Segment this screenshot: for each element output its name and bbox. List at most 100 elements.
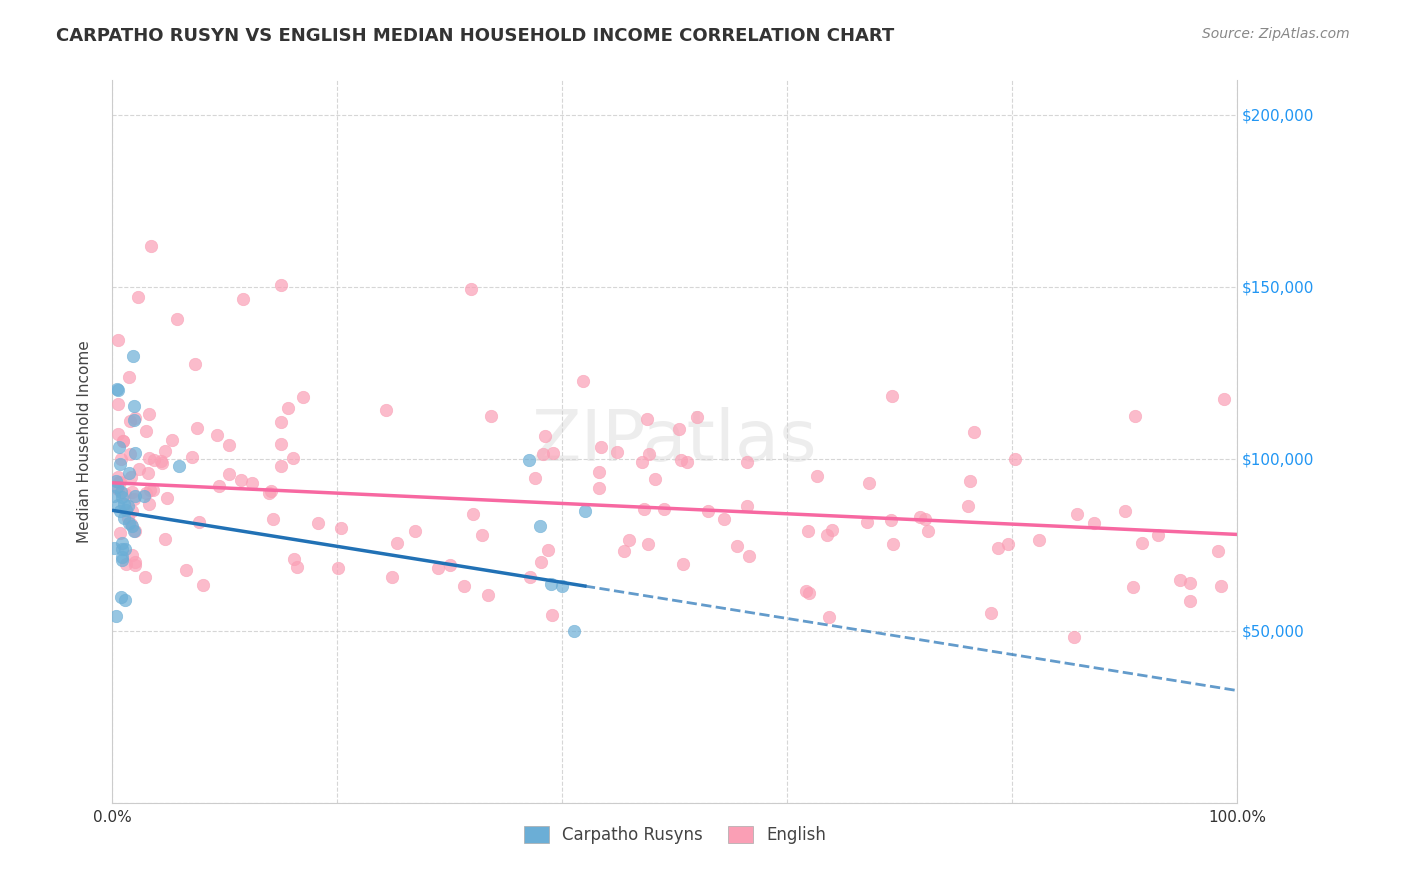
Point xyxy=(794,583,817,598)
Point xyxy=(124,524,146,538)
Point xyxy=(139,483,162,497)
Point xyxy=(160,433,183,447)
Point xyxy=(111,552,134,566)
Point xyxy=(150,454,173,468)
Point xyxy=(541,446,564,460)
Point xyxy=(633,502,655,516)
Point xyxy=(1178,575,1201,590)
Point xyxy=(531,447,554,461)
Point xyxy=(806,468,828,483)
Point xyxy=(735,455,758,469)
Point xyxy=(387,535,409,549)
Point xyxy=(186,421,208,435)
Point xyxy=(283,451,305,466)
Point xyxy=(231,473,253,487)
Point xyxy=(1066,508,1088,522)
Point xyxy=(882,536,904,550)
Y-axis label: Median Household Income: Median Household Income xyxy=(77,340,91,543)
Point xyxy=(537,543,560,558)
Point xyxy=(111,434,134,448)
Point xyxy=(997,537,1019,551)
Point xyxy=(283,552,305,566)
Point xyxy=(908,509,931,524)
Point xyxy=(375,403,398,417)
Point xyxy=(588,466,610,480)
Text: ZIPatlas: ZIPatlas xyxy=(531,407,818,476)
Point xyxy=(103,489,125,503)
Point xyxy=(735,499,758,513)
Point xyxy=(637,447,659,461)
Point xyxy=(207,479,229,493)
Point xyxy=(637,537,659,551)
Point xyxy=(110,591,132,605)
Point xyxy=(128,462,150,476)
Point xyxy=(107,482,129,496)
Point xyxy=(155,444,177,458)
Point xyxy=(115,503,138,517)
Point xyxy=(541,608,564,623)
Point xyxy=(644,472,666,486)
Point xyxy=(1028,533,1050,548)
Point xyxy=(262,512,284,526)
Point xyxy=(114,593,136,607)
Point xyxy=(980,606,1002,620)
Point xyxy=(959,475,981,489)
Point xyxy=(270,277,292,292)
Point xyxy=(617,533,640,548)
Point xyxy=(270,437,292,451)
Point xyxy=(519,570,541,584)
Point xyxy=(118,447,141,461)
Point xyxy=(108,525,131,540)
Point xyxy=(858,475,880,490)
Point xyxy=(880,389,903,403)
Point xyxy=(427,561,450,575)
Point xyxy=(114,542,136,557)
Point xyxy=(124,489,146,503)
Point xyxy=(291,391,314,405)
Point xyxy=(166,312,188,326)
Point xyxy=(589,441,612,455)
Point xyxy=(259,486,281,500)
Point xyxy=(118,466,141,480)
Point xyxy=(612,543,634,558)
Point xyxy=(155,532,177,546)
Point xyxy=(124,555,146,569)
Point xyxy=(121,548,143,562)
Point xyxy=(588,481,610,495)
Point xyxy=(725,539,748,553)
Point xyxy=(142,483,165,497)
Point xyxy=(1211,579,1233,593)
Point xyxy=(606,444,628,458)
Point xyxy=(987,541,1010,555)
Point xyxy=(270,458,292,473)
Point xyxy=(880,513,903,527)
Point xyxy=(111,434,134,448)
Point xyxy=(738,549,761,563)
Point xyxy=(797,524,820,538)
Point xyxy=(205,427,228,442)
Point xyxy=(112,497,135,511)
Point xyxy=(329,521,352,535)
Point xyxy=(524,471,547,485)
Point xyxy=(1206,543,1229,558)
Point xyxy=(1063,630,1085,644)
Point xyxy=(1147,528,1170,542)
Point xyxy=(1083,516,1105,530)
Point xyxy=(184,357,207,371)
Point xyxy=(107,475,129,489)
Point xyxy=(105,382,128,396)
Point xyxy=(134,489,156,503)
Text: Source: ZipAtlas.com: Source: ZipAtlas.com xyxy=(1202,27,1350,41)
Point xyxy=(917,524,939,538)
Point xyxy=(135,485,157,500)
Point xyxy=(270,415,292,429)
Point xyxy=(136,467,159,481)
Point xyxy=(1130,536,1153,550)
Point xyxy=(117,511,139,525)
Point xyxy=(1004,452,1026,467)
Legend: Carpatho Rusyns, English: Carpatho Rusyns, English xyxy=(516,817,834,852)
Point xyxy=(111,490,134,504)
Point xyxy=(307,516,329,530)
Point xyxy=(124,558,146,572)
Point xyxy=(120,516,142,531)
